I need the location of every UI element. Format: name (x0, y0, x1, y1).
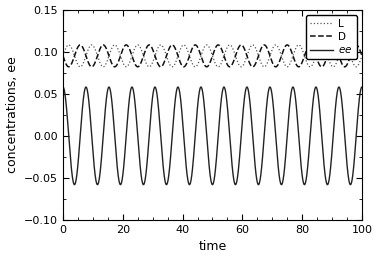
L (119, 58, 124, 61)
D (119, 51, 124, 54)
L (360, 54, 364, 57)
D (73, 52, 77, 55)
$ee$ (360, 85, 364, 89)
Y-axis label: concentrations, ee: concentrations, ee (6, 56, 19, 173)
L (101, 65, 105, 68)
D (360, 54, 364, 57)
D (62, 58, 67, 61)
L (61, 54, 65, 57)
L (79, 65, 83, 68)
Legend: L, D, $ee$: L, D, $ee$ (306, 15, 357, 59)
Line: D: D (63, 45, 362, 67)
L (319, 43, 324, 46)
$ee$ (73, 182, 77, 185)
D (79, 44, 83, 47)
$ee$ (344, 153, 349, 156)
$ee$ (119, 181, 124, 184)
D (344, 64, 349, 68)
D (101, 43, 105, 46)
X-axis label: time: time (198, 240, 226, 254)
L (73, 57, 77, 60)
L (62, 50, 67, 53)
L (207, 46, 211, 49)
D (207, 63, 211, 66)
$ee$ (62, 89, 67, 92)
D (61, 54, 65, 57)
D (319, 65, 324, 68)
Line: L: L (63, 45, 362, 67)
L (344, 44, 349, 47)
Line: $ee$: $ee$ (63, 87, 362, 185)
$ee$ (279, 183, 284, 186)
$ee$ (79, 126, 83, 129)
$ee$ (207, 164, 211, 167)
$ee$ (61, 85, 65, 89)
